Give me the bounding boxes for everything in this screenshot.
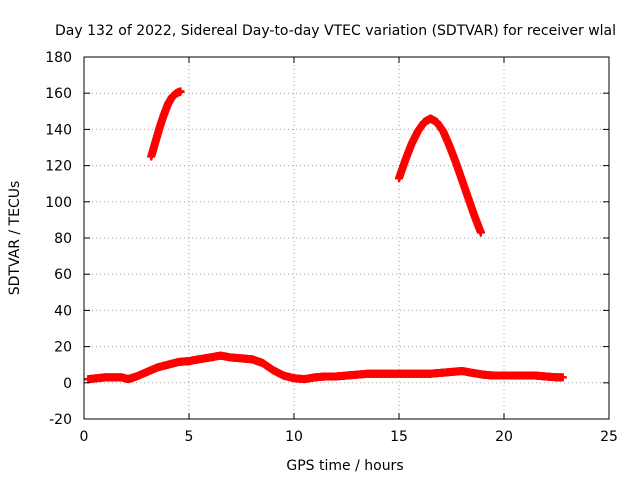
y-tick-label: 180 — [45, 50, 72, 66]
x-tick-label: 20 — [495, 429, 513, 445]
y-axis-label: SDTVAR / TECUs — [7, 181, 23, 296]
axis-ticks: 0 5 10 15 20 25 -20 0 20 40 60 80 100 120 140 160 180 — [45, 50, 618, 445]
y-tick-label: 20 — [54, 340, 72, 356]
y-tick-label: -20 — [49, 412, 72, 428]
x-axis-label: GPS time / hours — [286, 458, 403, 474]
y-tick-label: 40 — [54, 303, 72, 319]
y-tick-label: 140 — [45, 122, 72, 138]
x-tick-label: 0 — [80, 429, 89, 445]
grid-lines — [84, 57, 609, 419]
series-arc-1 — [147, 87, 185, 161]
data-point — [476, 228, 485, 237]
y-tick-label: 120 — [45, 159, 72, 175]
series-arc-2 — [395, 114, 485, 237]
x-tick-label: 25 — [600, 429, 618, 445]
chart-title: Day 132 of 2022, Sidereal Day-to-day VTE… — [55, 23, 616, 39]
x-tick-label: 5 — [185, 429, 194, 445]
y-tick-label: 160 — [45, 86, 72, 102]
y-tick-label: 100 — [45, 195, 72, 211]
y-tick-label: 80 — [54, 231, 72, 247]
x-tick-label: 15 — [390, 429, 408, 445]
data-points — [84, 87, 567, 384]
series-baseline — [84, 351, 567, 384]
data-point — [176, 87, 185, 96]
x-tick-label: 10 — [285, 429, 303, 445]
y-tick-label: 0 — [63, 376, 72, 392]
data-point — [558, 373, 567, 382]
y-tick-label: 60 — [54, 267, 72, 283]
